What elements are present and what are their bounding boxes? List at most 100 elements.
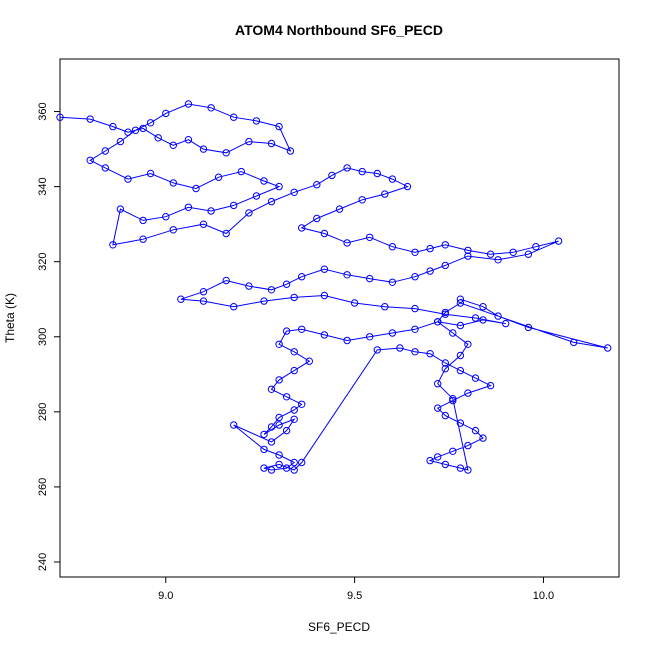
data-point bbox=[290, 466, 298, 474]
data-point bbox=[298, 273, 306, 281]
data-point bbox=[146, 169, 155, 178]
data-point bbox=[267, 197, 276, 206]
data-point bbox=[366, 274, 374, 283]
data-point bbox=[471, 374, 480, 382]
data-point bbox=[275, 451, 283, 459]
series-layer bbox=[56, 100, 612, 474]
data-point bbox=[207, 207, 215, 215]
y-tick-label: 260 bbox=[37, 478, 49, 496]
data-point bbox=[396, 344, 404, 352]
data-point bbox=[184, 100, 193, 108]
y-axis: 240 260 280 300 320 340 360 bbox=[37, 102, 60, 571]
data-point bbox=[162, 213, 170, 221]
data-point bbox=[139, 216, 147, 225]
data-point bbox=[524, 323, 533, 332]
data-point bbox=[282, 327, 291, 335]
data-point bbox=[275, 122, 283, 131]
data-point bbox=[381, 190, 389, 198]
data-point bbox=[199, 288, 208, 296]
data-point bbox=[554, 237, 563, 245]
data-point bbox=[282, 426, 291, 435]
data-point bbox=[177, 295, 185, 303]
data-point bbox=[449, 396, 457, 405]
data-point bbox=[260, 297, 268, 305]
data-point bbox=[275, 460, 283, 469]
data-point bbox=[169, 141, 178, 150]
data-point bbox=[275, 376, 283, 384]
data-point bbox=[570, 338, 578, 347]
data-point bbox=[124, 175, 132, 183]
data-point bbox=[116, 137, 125, 146]
data-point bbox=[532, 243, 540, 251]
data-point bbox=[282, 280, 291, 288]
data-point bbox=[343, 336, 351, 345]
data-point bbox=[290, 458, 298, 467]
data-point bbox=[320, 331, 329, 339]
data-point bbox=[502, 319, 510, 328]
data-point bbox=[381, 303, 389, 311]
data-point bbox=[350, 299, 359, 307]
y-tick-label: 280 bbox=[37, 403, 49, 421]
data-point bbox=[426, 350, 434, 358]
data-point bbox=[169, 179, 178, 187]
chart-title: ATOM4 Northbound SF6_PECD bbox=[235, 22, 443, 38]
data-point bbox=[282, 464, 291, 472]
x-tick-label: 9.5 bbox=[347, 590, 362, 602]
data-point bbox=[267, 385, 276, 393]
data-point bbox=[441, 365, 449, 373]
data-point bbox=[298, 400, 306, 408]
data-point bbox=[320, 229, 329, 238]
data-point bbox=[101, 164, 110, 172]
data-point bbox=[486, 250, 495, 258]
data-point bbox=[116, 205, 125, 213]
data-point bbox=[298, 458, 306, 467]
data-point bbox=[449, 395, 457, 403]
data-point bbox=[411, 248, 419, 257]
data-point bbox=[456, 321, 465, 330]
data-point bbox=[252, 192, 261, 200]
data-point bbox=[313, 214, 321, 223]
data-point bbox=[441, 261, 449, 270]
y-tick-label: 320 bbox=[37, 253, 49, 271]
data-point bbox=[199, 145, 208, 153]
data-point bbox=[456, 366, 465, 375]
plot-frame bbox=[59, 58, 620, 578]
data-point bbox=[260, 430, 268, 439]
data-point bbox=[464, 466, 472, 474]
data-point bbox=[267, 139, 276, 148]
data-point bbox=[388, 278, 397, 286]
data-point bbox=[343, 239, 351, 247]
data-point bbox=[146, 119, 155, 127]
data-point bbox=[335, 205, 344, 213]
data-point bbox=[184, 203, 193, 212]
data-point bbox=[260, 464, 268, 472]
data-point bbox=[207, 104, 215, 112]
data-point bbox=[494, 312, 502, 320]
data-point bbox=[237, 167, 246, 176]
data-point bbox=[456, 464, 465, 472]
data-point bbox=[267, 438, 276, 446]
data-point bbox=[434, 453, 442, 461]
data-point bbox=[192, 184, 200, 193]
data-point bbox=[411, 304, 419, 313]
data-point bbox=[230, 421, 238, 429]
data-point bbox=[456, 351, 465, 360]
data-point bbox=[298, 325, 306, 333]
data-point bbox=[479, 303, 487, 311]
data-point bbox=[298, 224, 306, 232]
data-point bbox=[441, 411, 449, 420]
data-point bbox=[441, 308, 449, 317]
data-point bbox=[131, 126, 140, 135]
data-point bbox=[109, 241, 117, 249]
data-point bbox=[275, 421, 283, 429]
data-point bbox=[290, 188, 298, 197]
data-point bbox=[275, 182, 283, 191]
data-point bbox=[230, 113, 238, 121]
data-point bbox=[169, 226, 178, 234]
data-point bbox=[245, 209, 253, 217]
data-point bbox=[290, 348, 298, 356]
data-point bbox=[290, 415, 298, 423]
data-point bbox=[154, 134, 162, 142]
data-point bbox=[245, 282, 253, 290]
data-point bbox=[184, 136, 193, 144]
